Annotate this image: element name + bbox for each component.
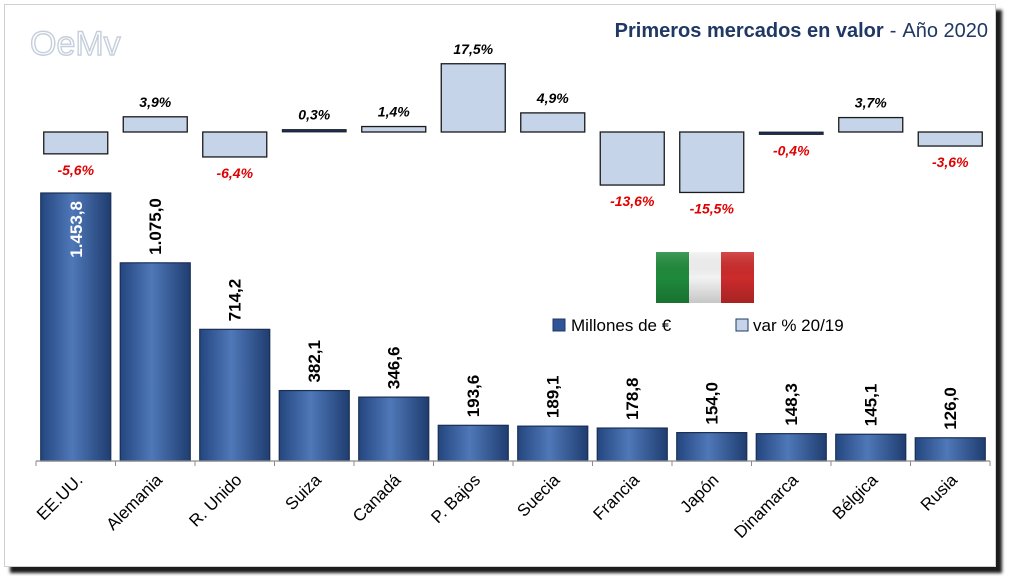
value-label: 1.075,0 (146, 198, 165, 255)
variation-label: 0,3% (298, 107, 330, 123)
variation-label: -3,6% (932, 154, 969, 170)
value-label: 193,6 (464, 375, 483, 418)
category-label: EE.UU. (33, 470, 87, 524)
value-bar (835, 433, 907, 462)
category-label: Canadá (349, 470, 405, 526)
variation-label: 4,9% (536, 90, 569, 106)
legend-swatch-variation (735, 318, 749, 332)
oemv-logo: OeMv (30, 25, 121, 63)
variation-label: -5,6% (57, 162, 94, 178)
value-label: 126,0 (941, 387, 960, 430)
category-label: Dinamarca (731, 470, 803, 542)
value-label: 382,1 (305, 340, 324, 383)
category-label: Francia (590, 470, 644, 524)
legend-label-variation: var % 20/19 (753, 316, 844, 335)
variation-label: 3,9% (139, 94, 171, 110)
category-label: Rusia (917, 470, 962, 515)
italy-flag (656, 252, 754, 303)
category-label: R. Unido (185, 470, 245, 530)
variation-label: -6,4% (216, 165, 253, 181)
category-label: P. Bajos (427, 470, 484, 527)
category-label: Alemania (103, 470, 167, 534)
variation-bar (281, 129, 347, 133)
variation-label: -15,5% (690, 200, 735, 216)
value-label: 178,8 (623, 377, 642, 420)
value-bar (676, 432, 748, 462)
value-bar (358, 396, 430, 462)
value-bar (278, 389, 350, 462)
value-series: 1.453,8 1.075,0 714,2 382,1 346,6 193,6 189,1 1… (40, 192, 986, 462)
value-bar (437, 424, 509, 462)
variation-bar (917, 131, 983, 147)
x-axis: EE.UU. Alemania R. Unido Suiza Canadá P. Bajo… (33, 460, 991, 542)
value-label: 714,2 (226, 279, 245, 322)
variation-bar (440, 63, 506, 133)
variation-bar (122, 116, 188, 133)
value-bar (199, 328, 271, 462)
chart-title: Primeros mercados en valor - Año 2020 (615, 20, 988, 42)
value-bar (517, 425, 589, 462)
variation-bar (758, 131, 824, 135)
value-bar (596, 427, 668, 462)
legend: Millones de € var % 20/19 (552, 316, 844, 335)
variation-bar (520, 112, 586, 133)
value-bar (755, 433, 827, 462)
value-bar (40, 192, 112, 462)
variation-label: -0,4% (773, 143, 810, 159)
value-bar (119, 262, 191, 462)
variation-bar (838, 116, 904, 133)
category-label: Japón (676, 470, 722, 516)
variation-bar (599, 131, 665, 186)
value-bar (914, 437, 986, 462)
variation-bar (202, 131, 268, 158)
value-label: 1.453,8 (67, 201, 86, 258)
value-label: 154,0 (703, 382, 722, 425)
category-label: Bélgica (829, 470, 882, 523)
variation-label: 3,7% (855, 95, 887, 111)
legend-swatch-values (552, 318, 566, 332)
variation-bar (43, 131, 109, 155)
value-label: 148,3 (782, 383, 801, 426)
value-label: 145,1 (862, 384, 881, 427)
category-label: Suecia (513, 470, 564, 521)
variation-label: 1,4% (378, 104, 410, 120)
value-label: 189,1 (544, 376, 563, 419)
value-label: 346,6 (385, 347, 404, 390)
category-label: Suiza (282, 470, 326, 514)
variation-label: -13,6% (610, 193, 655, 209)
variation-bar (679, 131, 745, 194)
variation-series: -5,6% 3,9% -6,4% 0,3% 1,4% 17,5% 4,9% -13,6% -15… (43, 41, 983, 216)
variation-label: 17,5% (453, 41, 493, 57)
legend-label-values: Millones de € (571, 316, 672, 335)
variation-bar (361, 125, 427, 133)
